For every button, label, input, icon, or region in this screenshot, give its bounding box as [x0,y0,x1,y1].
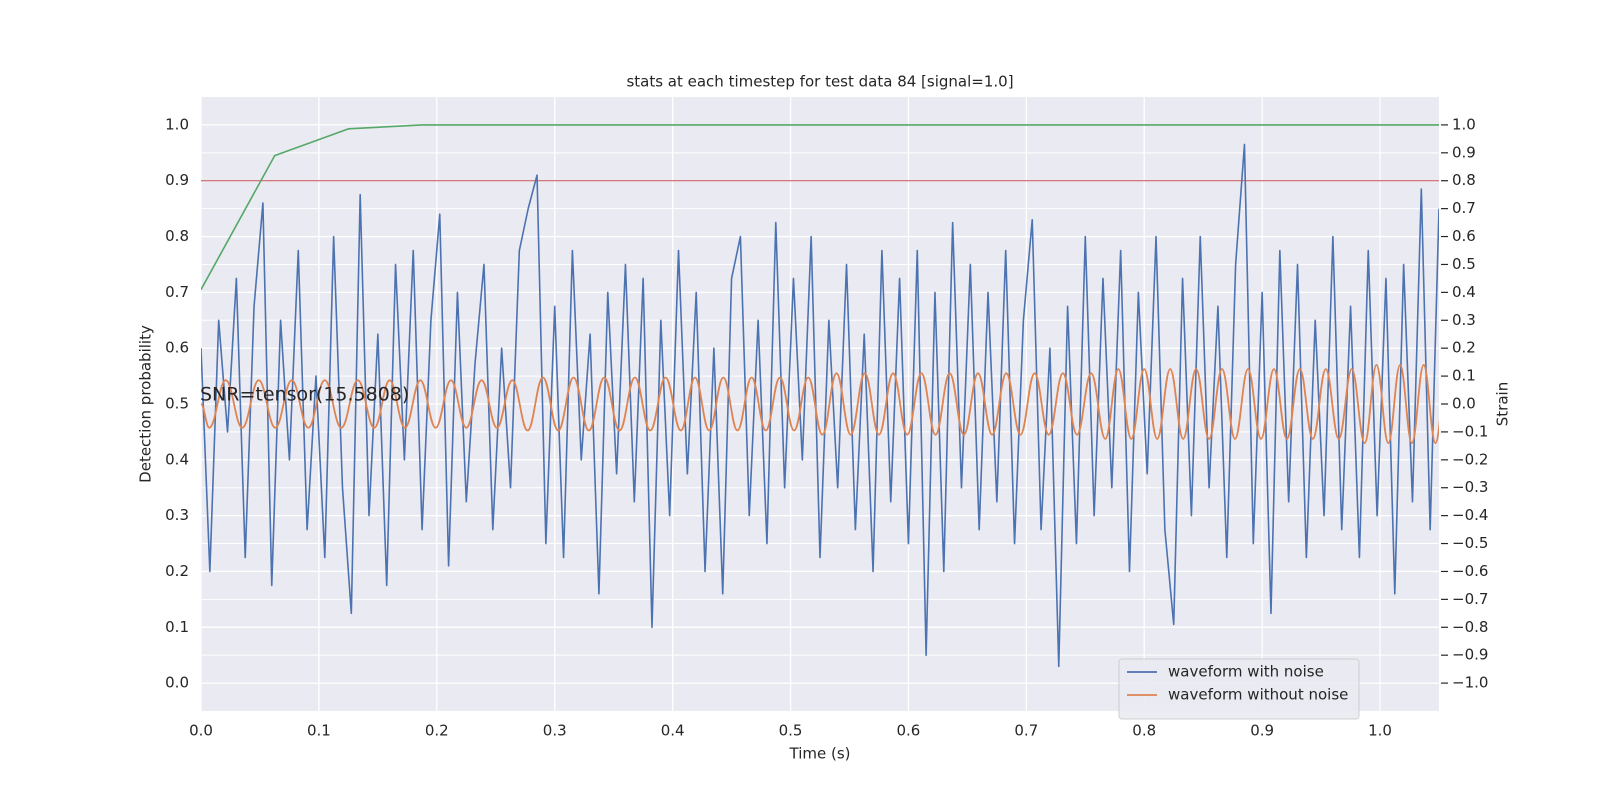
x-tick-label: 0.3 [543,722,567,740]
y-axis-label: Detection probability [137,325,155,483]
y-tick-label: 0.3 [165,506,189,524]
x-tick-label: 0.1 [307,722,331,740]
x-tick-label: 0.0 [189,722,213,740]
y-tick-label: 0.5 [165,395,189,413]
y2-tick-label: −0.1 [1452,422,1488,440]
y2-tick-label: 0.2 [1452,339,1476,357]
y2-tick-label: 0.1 [1452,367,1476,385]
legend-label: waveform without noise [1168,686,1348,704]
x-tick-label: 1.0 [1368,722,1392,740]
y-tick-label: 1.0 [165,115,189,133]
y2-axis-label: Strain [1494,382,1512,426]
y-tick-label: 0.4 [165,450,189,468]
y-tick-label: 0.8 [165,227,189,245]
y2-tick-label: −0.6 [1452,562,1488,580]
x-tick-label: 0.6 [896,722,920,740]
y2-tick-label: 0.8 [1452,171,1476,189]
y-tick-label: 0.1 [165,618,189,636]
x-tick-label: 0.7 [1014,722,1038,740]
y2-tick-label: 1.0 [1452,115,1476,133]
x-tick-label: 0.9 [1250,722,1274,740]
y2-tick-label: −0.5 [1452,534,1488,552]
y2-tick-label: 0.9 [1452,143,1476,161]
y2-tick-label: 0.3 [1452,311,1476,329]
x-axis-label: Time (s) [789,745,851,763]
x-tick-label: 0.2 [425,722,449,740]
y2-tick-label: 0.6 [1452,227,1476,245]
chart-title: stats at each timestep for test data 84 … [626,73,1013,91]
y2-tick-label: −0.8 [1452,618,1488,636]
y2-tick-label: −1.0 [1452,674,1488,692]
y2-tick-label: −0.9 [1452,646,1488,664]
legend-label: waveform with noise [1168,663,1324,681]
x-tick-label: 0.8 [1132,722,1156,740]
x-tick-label: 0.5 [779,722,803,740]
line-series [201,364,1439,444]
annotation: SNR=tensor(15.5808) [200,384,409,406]
y-tick-label: 0.7 [165,283,189,301]
y2-tick-label: −0.3 [1452,478,1488,496]
line-series [201,143,1439,668]
legend-box [1118,658,1360,720]
y2-tick-label: 0.7 [1452,199,1476,217]
y2-tick-label: 0.4 [1452,283,1476,301]
y2-tick-label: −0.2 [1452,450,1488,468]
x-tick-label: 0.4 [661,722,685,740]
y-tick-label: 0.9 [165,171,189,189]
y-tick-label: 0.2 [165,562,189,580]
y2-tick-label: −0.7 [1452,590,1488,608]
line-series [201,124,1439,290]
y-tick-label: 0.0 [165,674,189,692]
y2-tick-label: −0.4 [1452,506,1488,524]
y2-tick-label: 0.5 [1452,255,1476,273]
y2-tick-label: 0.0 [1452,395,1476,413]
y-tick-label: 0.6 [165,339,189,357]
